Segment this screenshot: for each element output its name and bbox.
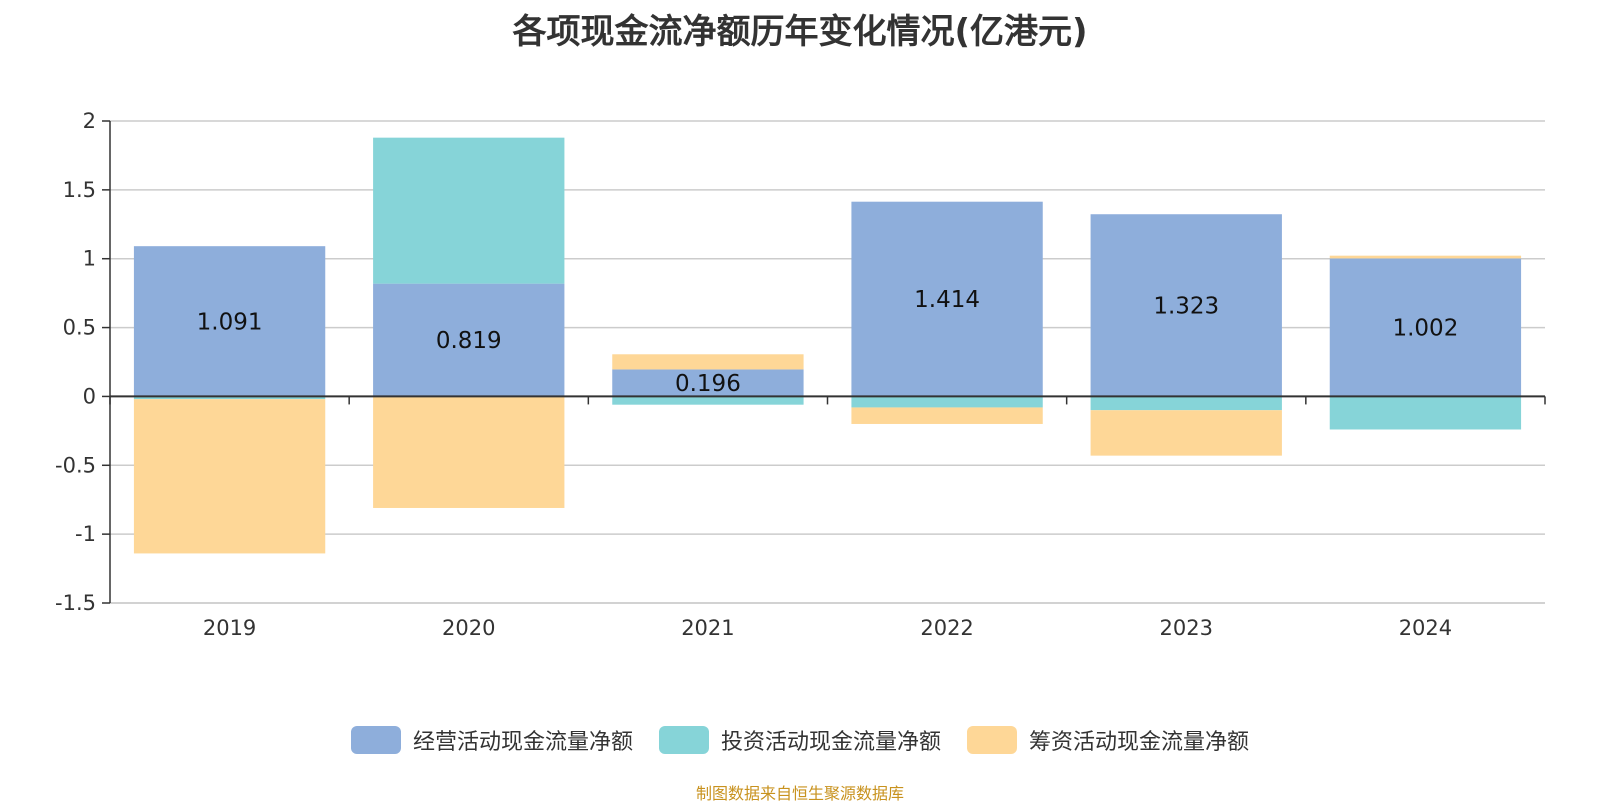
x-tick-label: 2020 bbox=[442, 616, 495, 640]
bar-2023-series-0[interactable] bbox=[1090, 214, 1282, 397]
bar-2021-series-1[interactable] bbox=[612, 396, 804, 405]
x-tick-label: 2023 bbox=[1160, 616, 1213, 640]
y-tick-label: -0.5 bbox=[55, 453, 96, 477]
bars bbox=[133, 137, 1522, 554]
y-tick-label: 1 bbox=[83, 247, 96, 271]
legend-item-operating[interactable]: 经营活动现金流量净额 bbox=[350, 724, 633, 756]
data-label-2020: 0.819 bbox=[436, 328, 502, 354]
bar-2023-series-1[interactable] bbox=[1090, 396, 1282, 411]
chart-title: 各项现金流净额历年变化情况(亿港元) bbox=[512, 12, 1088, 52]
data-labels: 1.091 0.819 0.196 1.414 1.323 1.002 bbox=[197, 287, 1459, 397]
bar-2021-series-0[interactable] bbox=[612, 369, 804, 397]
y-tick-label: 0 bbox=[83, 384, 96, 408]
bar-2023-series-2[interactable] bbox=[1090, 410, 1282, 456]
data-label-2019: 1.091 bbox=[197, 309, 263, 335]
chart-plot: 2 1.5 1 0.5 0 -0.5 -1 -1.5 2019 2020 2021 2022 2023 2… bbox=[55, 109, 1546, 640]
legend-swatch-financing bbox=[967, 726, 1017, 754]
legend-label-investing: 投资活动现金流量净额 bbox=[720, 730, 941, 755]
data-label-2023: 1.323 bbox=[1153, 293, 1219, 319]
y-tick-label: -1 bbox=[75, 522, 96, 546]
bar-2019-series-1[interactable] bbox=[133, 396, 326, 400]
bar-2022-series-2[interactable] bbox=[851, 407, 1043, 424]
x-tick-label: 2022 bbox=[920, 616, 973, 640]
legend-swatch-operating bbox=[350, 726, 401, 754]
x-tick-label: 2019 bbox=[203, 616, 256, 640]
gridlines bbox=[110, 120, 1545, 604]
bar-2024-series-2[interactable] bbox=[1329, 255, 1522, 259]
bar-2024-series-0[interactable] bbox=[1329, 258, 1522, 397]
y-tick-label: 2 bbox=[83, 109, 96, 133]
bar-2024-series-1[interactable] bbox=[1329, 396, 1522, 430]
bar-2019-series-0[interactable] bbox=[133, 246, 326, 397]
data-label-2024: 1.002 bbox=[1392, 315, 1458, 341]
x-tick-label: 2024 bbox=[1399, 616, 1452, 640]
legend-swatch-investing bbox=[658, 726, 709, 754]
data-label-2021: 0.196 bbox=[675, 371, 741, 397]
axes: 2 1.5 1 0.5 0 -0.5 -1 -1.5 2019 2020 2021 2022 2023 2… bbox=[55, 109, 1546, 640]
legend-item-financing[interactable]: 筹资活动现金流量净额 bbox=[967, 724, 1249, 756]
bar-2022-series-0[interactable] bbox=[851, 201, 1043, 397]
legend-label-operating: 经营活动现金流量净额 bbox=[412, 730, 633, 755]
bar-2020-series-2[interactable] bbox=[373, 396, 565, 508]
y-tick-label: -1.5 bbox=[55, 591, 96, 615]
y-tick-label: 0.5 bbox=[63, 316, 96, 340]
bar-2020-series-1[interactable] bbox=[373, 137, 565, 284]
legend-label-financing: 筹资活动现金流量净额 bbox=[1029, 730, 1250, 755]
bar-2019-series-2[interactable] bbox=[133, 399, 326, 554]
source-note: 制图数据来自恒生聚源数据库 bbox=[695, 784, 904, 803]
x-tick-label: 2021 bbox=[681, 616, 734, 640]
bar-2020-series-0[interactable] bbox=[373, 283, 565, 397]
bar-2021-series-2[interactable] bbox=[612, 354, 804, 370]
bar-2022-series-1[interactable] bbox=[851, 396, 1043, 408]
data-label-2022: 1.414 bbox=[914, 287, 980, 313]
legend: 经营活动现金流量净额 投资活动现金流量净额 筹资活动现金流量净额 bbox=[0, 724, 1600, 756]
legend-item-investing[interactable]: 投资活动现金流量净额 bbox=[658, 724, 941, 756]
y-tick-label: 1.5 bbox=[63, 178, 96, 202]
